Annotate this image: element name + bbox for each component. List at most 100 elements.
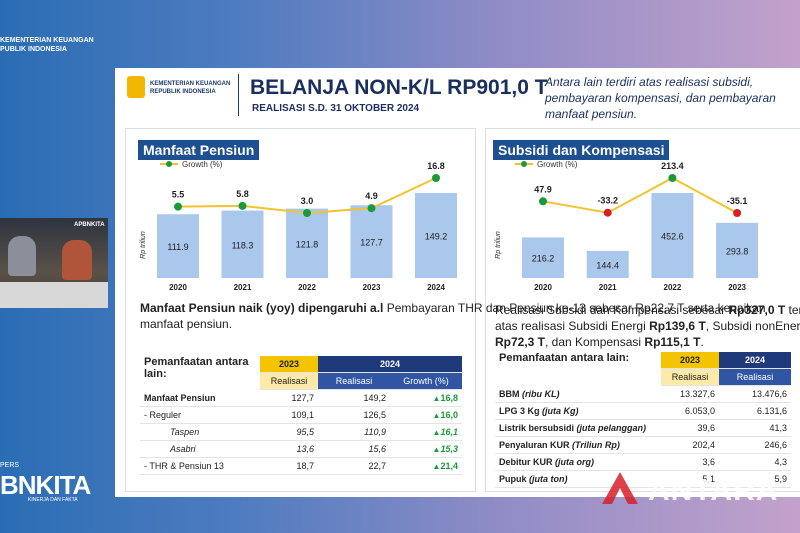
- cell-text: 110,9: [364, 427, 386, 437]
- row-unit: (ribu KL): [522, 388, 560, 399]
- year-header: 2023: [661, 352, 719, 369]
- text: atas realisasi Subsidi Energi: [495, 319, 650, 333]
- cell-text: 21,4: [440, 461, 458, 471]
- ministry-line: PUBLIK INDONESIA: [0, 46, 67, 53]
- panel: [125, 128, 476, 492]
- growth-cell: 21,4: [390, 457, 462, 475]
- cell-text: 13.327,6: [679, 389, 715, 399]
- cell: 13,6: [260, 440, 318, 458]
- cell: 110,9: [318, 423, 390, 441]
- table-row: Asabri 13,6 15,6 15,3: [140, 440, 462, 458]
- panel-title: Manfaat Pensiun: [138, 140, 260, 160]
- cell: 109,1: [260, 406, 318, 424]
- slide-subtitle: REALISASI S.D. 31 OKTOBER 2024: [252, 103, 420, 114]
- bar-label: 452.6: [661, 232, 684, 242]
- table-row: Taspen 95,5 110,9 16,1: [140, 423, 462, 441]
- brand: BNKITA: [0, 470, 91, 500]
- cell-text: 109,1: [291, 410, 314, 420]
- growth-dot: [303, 209, 311, 217]
- table-row: LPG 3 Kg (juta Kg) 6.053,0 6.131,6: [495, 402, 791, 420]
- row-unit: (juta ton): [529, 474, 568, 484]
- video-inset: APBNKITA: [0, 218, 108, 308]
- row-label: Asabri: [140, 440, 260, 458]
- cell: 39,6: [661, 419, 719, 437]
- row-name: LPG 3 Kg: [499, 406, 540, 416]
- cell-text: 127,7: [291, 393, 314, 403]
- text-bold: Manfaat Pensiun naik (yoy) dipengaruhi a…: [140, 301, 384, 315]
- x-tick-label: 2021: [234, 283, 252, 292]
- row-label: - Reguler: [140, 406, 260, 424]
- table-row: - Reguler 109,1 126,5 16,0: [140, 406, 462, 424]
- bar-label: 121.8: [296, 239, 319, 249]
- growth-label: 213.4: [661, 161, 684, 171]
- cell-text: 16,8: [440, 393, 458, 403]
- growth-label: 16.8: [427, 161, 445, 171]
- row-label: Listrik bersubsidi (juta pelanggan): [495, 419, 661, 437]
- growth-dot: [603, 208, 612, 217]
- cell: 3,6: [661, 453, 719, 471]
- row-name: Debitur KUR: [499, 457, 553, 467]
- bar: [286, 208, 328, 278]
- table-row: Listrik bersubsidi (juta pelanggan) 39,6 4…: [495, 419, 791, 437]
- cell-text: 149,2: [363, 393, 386, 403]
- table-head: Pemanfaatan antara lain:: [499, 352, 630, 364]
- table-wrap: Pemanfaatan antara lain: 2023 2024 Realisas…: [140, 356, 462, 475]
- row-name: Manfaat Pensiun: [144, 392, 216, 403]
- ministry-caption: KEMENTERIAN KEUANGAN PUBLIK INDONESIA: [0, 36, 94, 54]
- row-label: Debitur KUR (juta org): [495, 453, 661, 471]
- year-header: 2024: [719, 352, 791, 369]
- bar-label: 293.8: [726, 246, 749, 256]
- paragraph: Realisasi Subsidi dan Kompensasi sebesar…: [495, 302, 800, 350]
- growth-cell: 16,0: [390, 406, 462, 424]
- growth-cell: 16,1: [390, 423, 462, 441]
- table: Pemanfaatan antara lain: 2023 2024 Realisas…: [495, 352, 791, 488]
- row-name: Asabri: [170, 444, 196, 454]
- show-label: PERS: [0, 462, 20, 469]
- text-bold: Rp72,3 T: [495, 335, 546, 349]
- cell-text: 16,0: [440, 410, 458, 420]
- watermark: ANTARA: [648, 474, 779, 507]
- person: [62, 240, 92, 280]
- cell: 246,6: [719, 436, 791, 454]
- cell-text: 5,1: [702, 474, 715, 484]
- cell: 95,5: [260, 423, 318, 441]
- growth-dot: [432, 174, 440, 182]
- bar: [522, 237, 564, 278]
- growth-label: -33.2: [597, 196, 618, 206]
- desk: [0, 282, 108, 308]
- y-axis-label: Rp triliun: [495, 231, 502, 259]
- logo-text: KEMENTERIAN KEUANGAN REPUBLIK INDONESIA: [150, 80, 230, 96]
- header-row: Pemanfaatan antara lain: 2023 2024: [140, 356, 462, 380]
- text: Realisasi Subsidi dan Kompensasi sebesar: [495, 303, 729, 317]
- cell-text: 15,6: [368, 444, 386, 454]
- bar-label: 118.3: [232, 240, 254, 250]
- x-tick-label: 2021: [599, 283, 617, 292]
- cell: 5,1: [661, 470, 719, 488]
- row-label: Taspen: [140, 423, 260, 441]
- growth-dot: [733, 209, 742, 217]
- logo-line: KEMENTERIAN KEUANGAN: [150, 81, 231, 87]
- growth-label: 5.8: [236, 189, 249, 199]
- row-name: Penyaluran KUR: [499, 440, 570, 450]
- year-header: 2024: [318, 356, 462, 373]
- bar-label: 144.4: [596, 260, 619, 270]
- bar: [221, 210, 264, 278]
- cell: 149,2: [318, 389, 390, 407]
- header-row: Pemanfaatan antara lain: 2023 2024: [495, 352, 791, 369]
- logo-emblem: [127, 76, 145, 98]
- cell: 5,9: [719, 470, 791, 488]
- x-tick-label: 2020: [169, 283, 187, 292]
- text-bold: Rp139,6 T: [649, 319, 706, 333]
- row-name: Taspen: [170, 427, 200, 437]
- x-tick-label: 2022: [298, 283, 316, 292]
- text: Pembayaran THR dan Pensiun ke-13 sebesar…: [140, 301, 766, 331]
- growth-label: -35.1: [727, 196, 748, 206]
- x-tick-label: 2024: [427, 283, 445, 292]
- growth-label: 4.9: [365, 191, 378, 201]
- bar: [415, 193, 457, 278]
- legend-label: Growth (%): [182, 160, 223, 169]
- cell: 13.327,6: [661, 385, 719, 403]
- cell-text: 6.053,0: [684, 406, 715, 416]
- cell-text: 95,5: [296, 427, 314, 437]
